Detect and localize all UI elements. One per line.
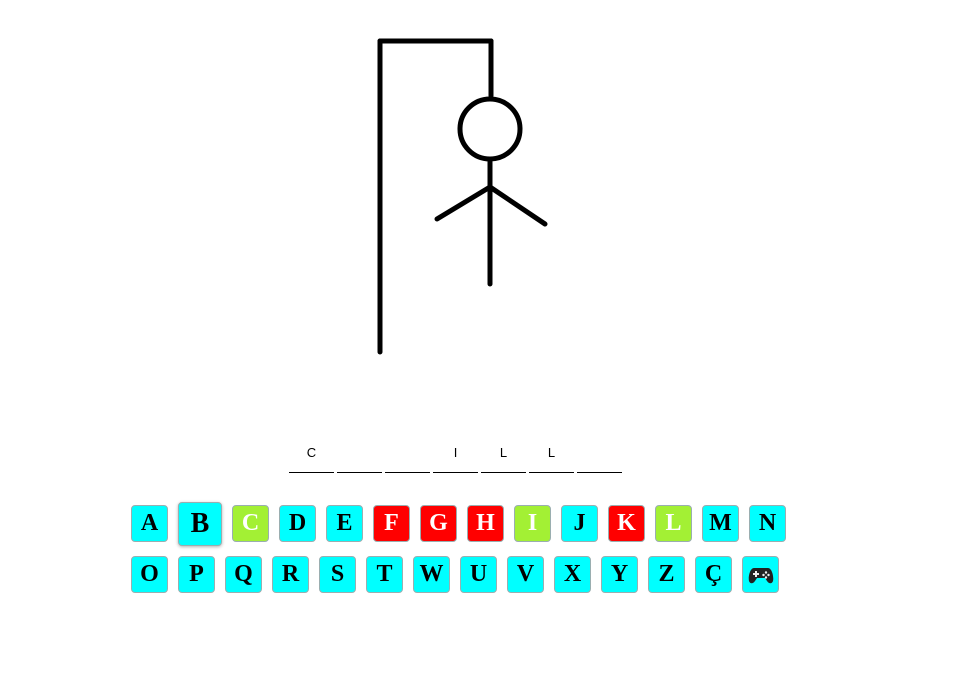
key-q[interactable]: Q bbox=[225, 556, 262, 593]
key-j[interactable]: J bbox=[561, 505, 598, 542]
letter-slot bbox=[337, 442, 382, 473]
key-u[interactable]: U bbox=[460, 556, 497, 593]
letter-slot: I bbox=[433, 442, 478, 473]
hangman-left-arm bbox=[434, 184, 493, 222]
key-f[interactable]: F bbox=[373, 505, 410, 542]
gamepad-icon bbox=[748, 567, 773, 583]
key-s[interactable]: S bbox=[319, 556, 356, 593]
key-r[interactable]: R bbox=[272, 556, 309, 593]
key-o[interactable]: O bbox=[131, 556, 168, 593]
hangman-drawing bbox=[377, 38, 548, 355]
key-p[interactable]: P bbox=[178, 556, 215, 593]
key-w[interactable]: W bbox=[413, 556, 450, 593]
key-y[interactable]: Y bbox=[601, 556, 638, 593]
key-t[interactable]: T bbox=[366, 556, 403, 593]
hangman-right-arm bbox=[487, 184, 548, 227]
key-x[interactable]: X bbox=[554, 556, 591, 593]
key-k[interactable]: K bbox=[608, 505, 645, 542]
key-c[interactable]: C bbox=[232, 505, 269, 542]
key-d[interactable]: D bbox=[279, 505, 316, 542]
key-e[interactable]: E bbox=[326, 505, 363, 542]
key-i[interactable]: I bbox=[514, 505, 551, 542]
key-l[interactable]: L bbox=[655, 505, 692, 542]
letter-slot bbox=[385, 442, 430, 473]
hangman-head bbox=[457, 96, 523, 162]
new-game-button[interactable] bbox=[742, 556, 779, 593]
key-ç[interactable]: Ç bbox=[695, 556, 732, 593]
key-b[interactable]: B bbox=[178, 502, 222, 546]
key-n[interactable]: N bbox=[749, 505, 786, 542]
letter-slot: L bbox=[529, 442, 574, 473]
key-h[interactable]: H bbox=[467, 505, 504, 542]
letter-slot: C bbox=[289, 442, 334, 473]
key-v[interactable]: V bbox=[507, 556, 544, 593]
key-m[interactable]: M bbox=[702, 505, 739, 542]
key-g[interactable]: G bbox=[420, 505, 457, 542]
key-z[interactable]: Z bbox=[648, 556, 685, 593]
letter-slot: L bbox=[481, 442, 526, 473]
key-a[interactable]: A bbox=[131, 505, 168, 542]
letter-slot bbox=[577, 442, 622, 473]
